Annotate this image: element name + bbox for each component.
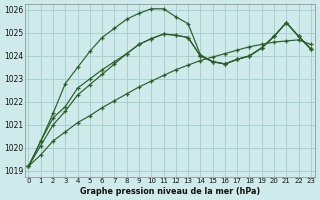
X-axis label: Graphe pression niveau de la mer (hPa): Graphe pression niveau de la mer (hPa): [80, 187, 260, 196]
